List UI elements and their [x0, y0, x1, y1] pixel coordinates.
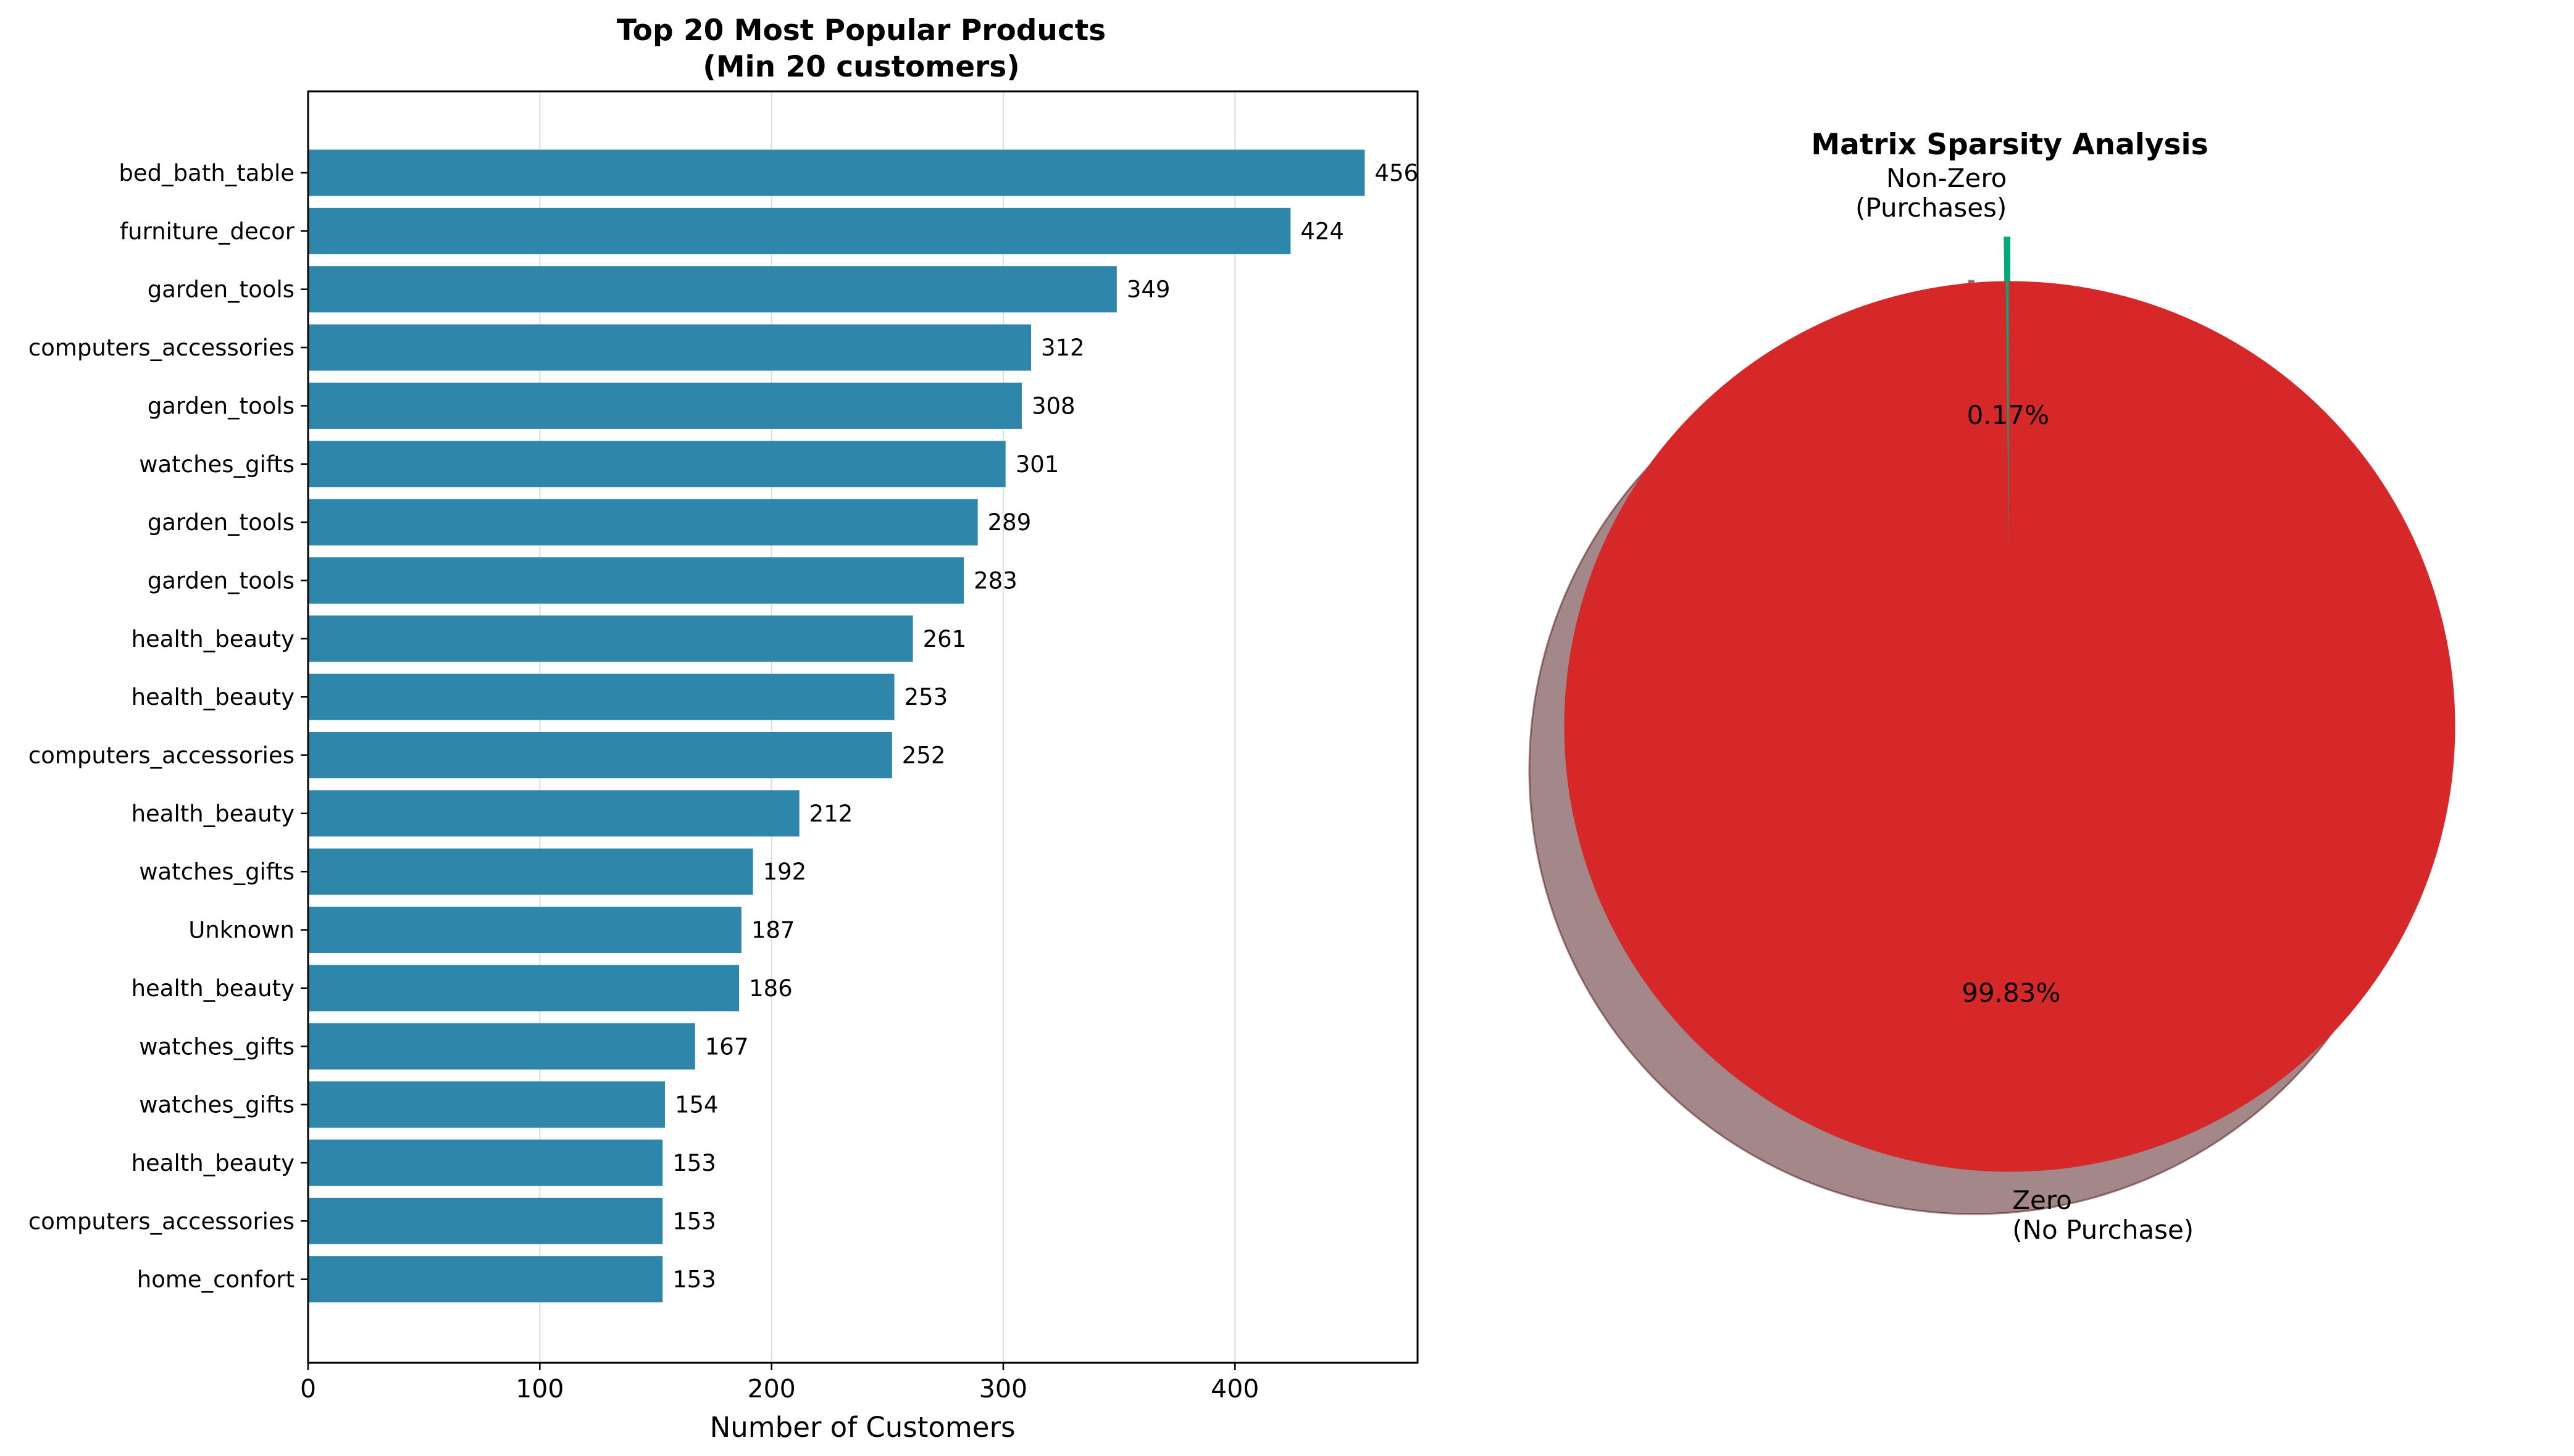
y-tick-label: computers_accessories: [28, 1208, 295, 1234]
pie-chart-slices: [1564, 236, 2455, 1172]
y-tick-label: home_confort: [137, 1267, 295, 1293]
y-tick-label: garden_tools: [148, 567, 295, 594]
bar: [308, 441, 1006, 488]
pie-chart: Matrix Sparsity Analysis 0.17% Non-Zero(P…: [1528, 128, 2455, 1245]
pie-chart-title: Matrix Sparsity Analysis: [1811, 128, 2208, 162]
bar-value-label: 186: [749, 975, 793, 1002]
bar-value-label: 312: [1041, 335, 1085, 361]
bar: [308, 1256, 663, 1303]
pie-pct-label: 99.83%: [1962, 978, 2060, 1008]
bar-value-label: 283: [974, 567, 1017, 594]
pie-chart-labels: 0.17% Non-Zero(Purchases) 99.83% Zero(No Pu…: [1855, 163, 2194, 1245]
pie-slice-label: Zero: [2012, 1185, 2072, 1215]
bar-chart-x-tick-labels: 0 100 200 300 400: [300, 1363, 1259, 1404]
bar: [308, 1023, 695, 1070]
bar: [308, 732, 892, 778]
x-tick-label: 0: [300, 1374, 316, 1404]
bar-value-label: 456: [1374, 160, 1418, 186]
bar-value-label: 187: [751, 917, 795, 944]
y-tick-label: garden_tools: [148, 393, 295, 419]
x-tick-label: 300: [979, 1374, 1027, 1404]
bar-value-label: 308: [1032, 393, 1076, 419]
bar-value-label: 289: [988, 509, 1032, 536]
y-tick-label: health_beauty: [132, 1150, 295, 1176]
bar-chart-axes-frame: [307, 90, 1419, 1364]
bar: [308, 1197, 663, 1244]
bar-value-label: 349: [1127, 277, 1171, 303]
bar-value-label: 301: [1016, 451, 1059, 478]
y-tick-label: bed_bath_table: [119, 160, 295, 186]
pie-slice-label: Non-Zero: [1886, 163, 2007, 193]
bar-value-label: 153: [672, 1208, 716, 1234]
bar-chart-value-labels: 456 424 349 312 308 301 289 283 261 253 252 212 192 1…: [672, 160, 1418, 1293]
bar-value-label: 153: [672, 1267, 716, 1293]
bar-value-label: 192: [763, 859, 807, 885]
bar-chart: Top 20 Most Popular Products (Min 20 cus…: [28, 14, 1419, 1444]
bar-value-label: 424: [1300, 218, 1344, 244]
bar-chart-x-axis-label: Number of Customers: [710, 1411, 1016, 1444]
bar-value-label: 261: [923, 626, 967, 652]
bar: [308, 382, 1022, 429]
bar-value-label: 253: [905, 684, 948, 710]
bar: [308, 1081, 665, 1128]
bar: [308, 673, 895, 720]
bar: [308, 324, 1031, 371]
bar: [308, 965, 740, 1012]
y-tick-label: furniture_decor: [120, 218, 295, 244]
pie-pct-label: 0.17%: [1967, 400, 2049, 430]
bar-chart-title-line-1: Top 20 Most Popular Products: [617, 14, 1106, 48]
bar: [308, 207, 1291, 254]
pie-slice-label: (Purchases): [1855, 193, 2007, 223]
bar-chart-y-tick-labels: bed_bath_table furniture_decor garden_tool…: [28, 160, 308, 1293]
x-tick-label: 400: [1211, 1374, 1259, 1404]
y-tick-label: Unknown: [188, 917, 295, 944]
bar-value-label: 212: [809, 801, 853, 827]
y-tick-label: garden_tools: [148, 509, 295, 536]
bar-value-label: 153: [672, 1150, 716, 1176]
bar-chart-title-line-2: (Min 20 customers): [703, 50, 1020, 84]
y-tick-label: watches_gifts: [139, 1033, 295, 1060]
y-tick-label: computers_accessories: [28, 743, 295, 769]
y-tick-label: watches_gifts: [139, 451, 295, 478]
y-tick-label: health_beauty: [132, 684, 295, 710]
bar: [308, 907, 742, 954]
bar: [308, 499, 978, 546]
pie-slice: [1564, 281, 2455, 1172]
y-tick-label: computers_accessories: [28, 335, 295, 361]
y-tick-label: watches_gifts: [139, 859, 295, 885]
bar: [308, 266, 1117, 313]
bar-value-label: 167: [705, 1033, 749, 1060]
bar: [308, 557, 964, 604]
x-tick-label: 100: [516, 1374, 564, 1404]
bar: [308, 149, 1365, 196]
bar: [308, 615, 913, 662]
bar: [308, 1139, 663, 1186]
y-tick-label: garden_tools: [148, 277, 295, 303]
bar-value-label: 154: [675, 1092, 719, 1118]
x-tick-label: 200: [747, 1374, 795, 1404]
bar-value-label: 252: [902, 743, 946, 769]
y-tick-label: health_beauty: [132, 975, 295, 1002]
pie-slice-label: (No Purchase): [2012, 1215, 2194, 1245]
bar: [308, 848, 753, 895]
y-tick-label: watches_gifts: [139, 1092, 295, 1118]
bar: [308, 790, 800, 837]
y-tick-label: health_beauty: [132, 801, 295, 827]
y-tick-label: health_beauty: [132, 626, 295, 652]
bar-chart-bars: [308, 149, 1365, 1303]
